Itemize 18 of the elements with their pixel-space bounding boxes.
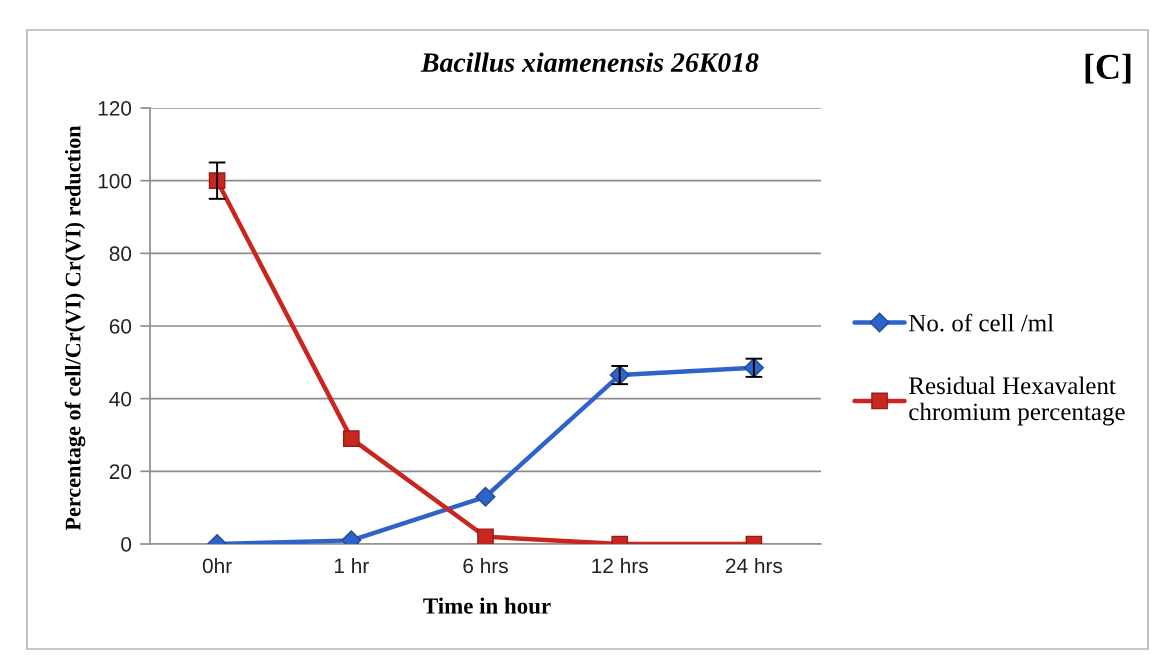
y-tick-label: 120 [98,101,132,116]
y-tick-label: 0 [121,537,132,552]
y-tick-label: 100 [98,173,132,189]
x-tick-label: 6 hrs [463,557,508,574]
y-tick-label: 40 [109,391,132,407]
y-axis-title: Percentage of cell/Cr(VI) Cr(VI) reduction [64,125,86,531]
x-tick-label: 24 hrs [726,557,783,574]
x-tick-label: 12 hrs [592,557,648,574]
text: [C] [1085,53,1131,84]
chart-title: Bacillus xiamenensis 26K018 [420,52,759,73]
x-axis-title: Time in hour [423,597,551,614]
legend-label: Residual Hexavalent chromium percentage [909,376,1125,426]
y-tick-label: 20 [109,464,132,480]
x-tick-label: 1 hr [334,557,369,573]
y-tick-label: 60 [109,319,132,334]
legend-label: No. of cell /ml [909,313,1054,332]
x-tick-label: 0hr [202,557,232,574]
y-tick-label: 80 [109,246,132,262]
